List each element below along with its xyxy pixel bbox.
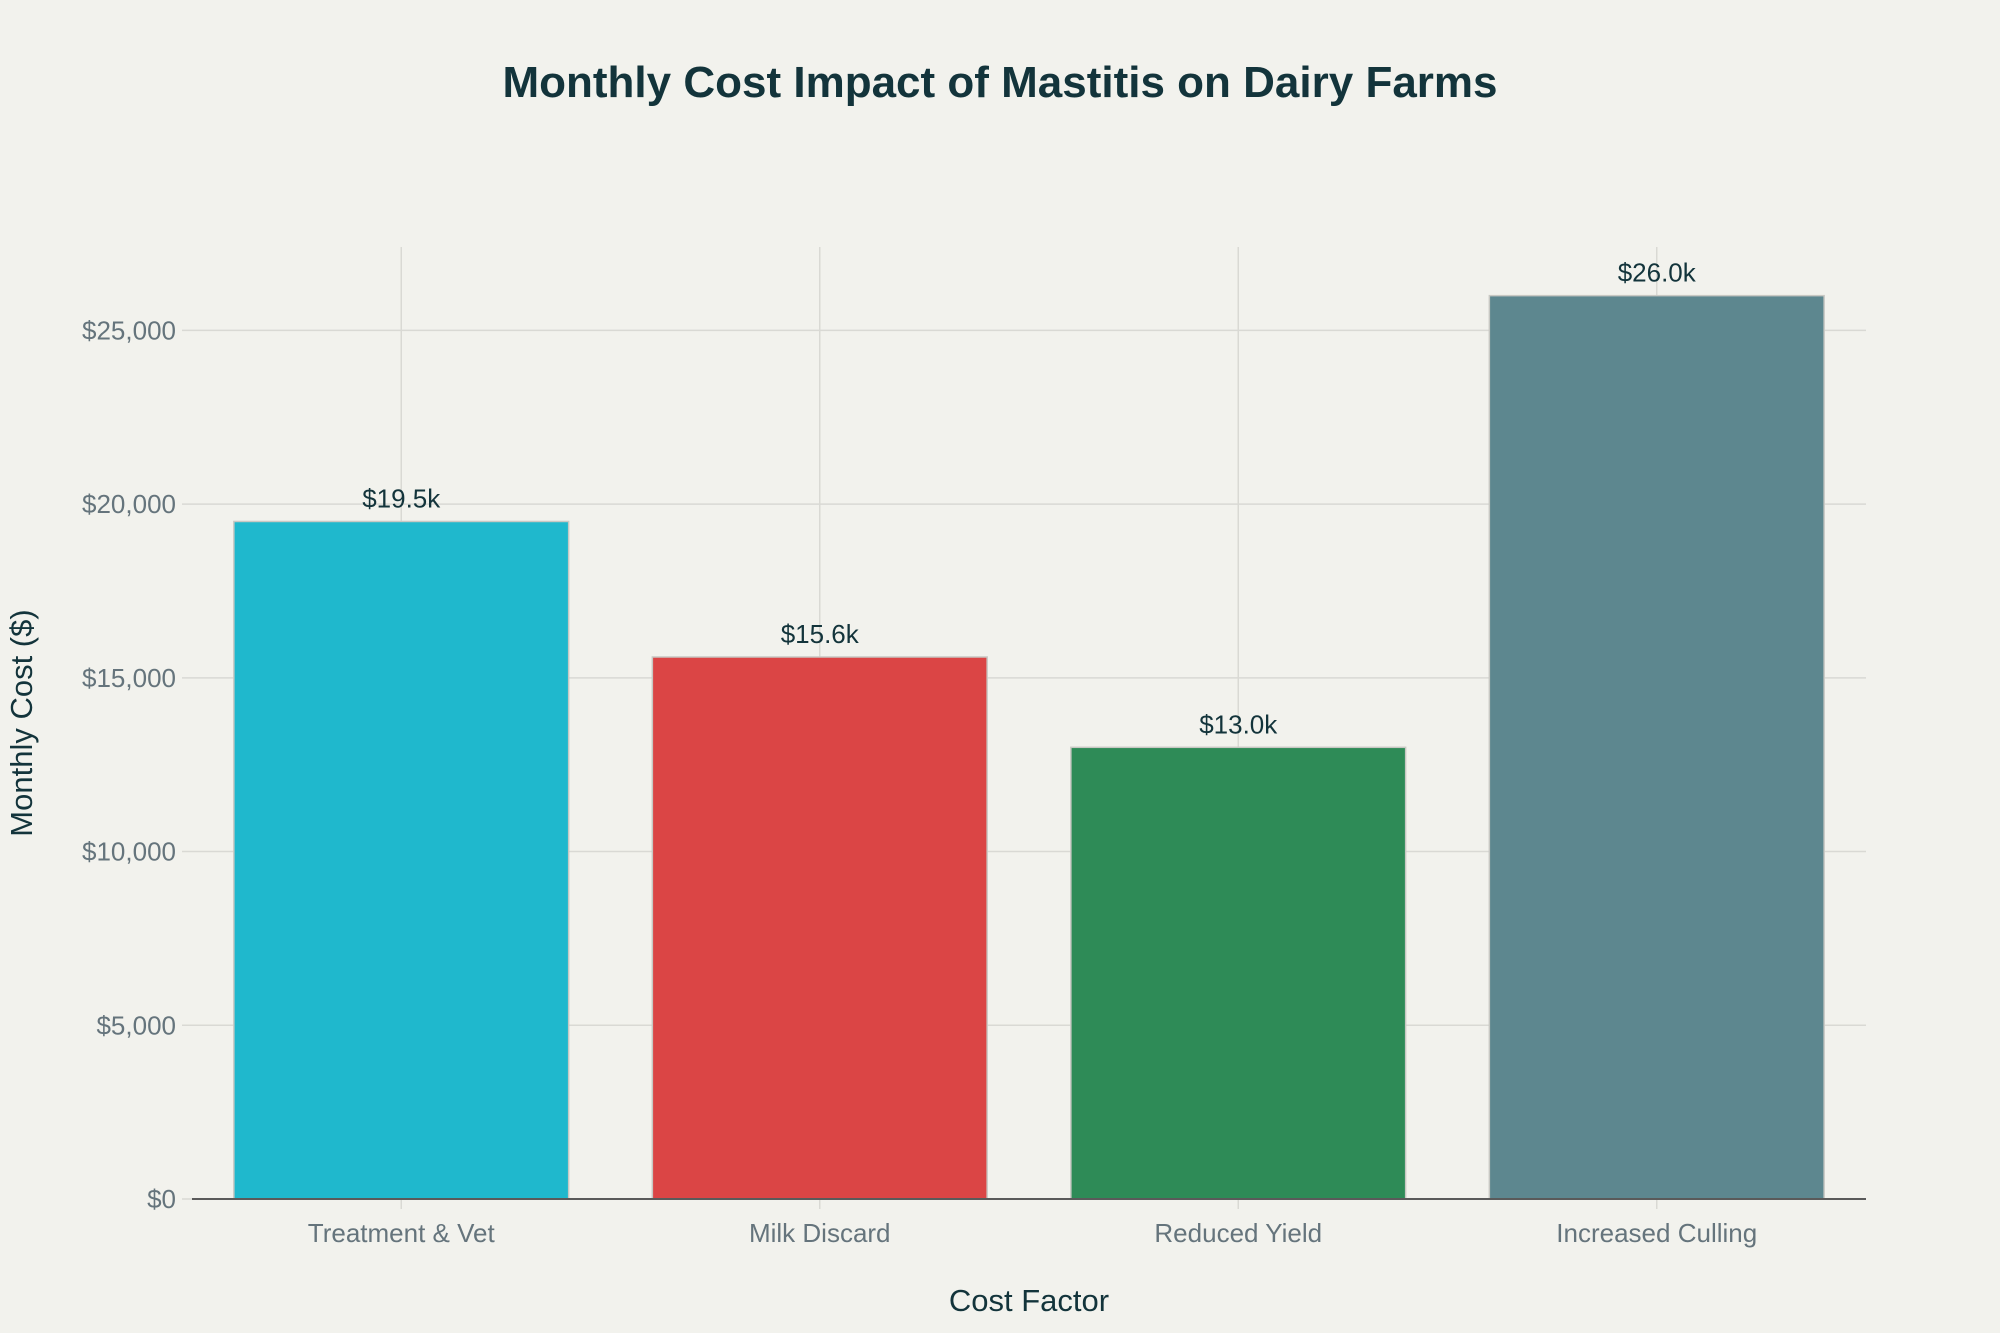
bar-increased-culling[interactable] (1488, 294, 1825, 1200)
x-axis-ticks: Treatment & Vet Milk Discard Reduced Yield… (308, 1218, 1757, 1248)
data-label: $13.0k (1199, 709, 1278, 739)
y-tick-label: $5,000 (96, 1010, 176, 1040)
y-tick-label: $15,000 (82, 663, 176, 693)
bars (233, 294, 1825, 1200)
y-tick-label: $20,000 (82, 489, 176, 519)
bar-treatment-vet[interactable] (233, 520, 570, 1200)
y-tick-label: $0 (147, 1184, 176, 1214)
x-tick-label: Treatment & Vet (308, 1218, 496, 1248)
data-label: $26.0k (1618, 258, 1697, 288)
x-axis-title: Cost Factor (949, 1283, 1109, 1318)
y-axis-ticks: $0 $5,000 $10,000 $15,000 $20,000 $25,000 (82, 315, 176, 1214)
y-axis-title: Monthly Cost ($) (4, 609, 39, 836)
bar-reduced-yield[interactable] (1070, 746, 1407, 1200)
data-label: $19.5k (362, 483, 441, 513)
x-tick-label: Reduced Yield (1154, 1218, 1322, 1248)
x-tick-label: Milk Discard (749, 1218, 891, 1248)
chart-title: Monthly Cost Impact of Mastitis on Dairy… (502, 58, 1497, 107)
x-tick-label: Increased Culling (1556, 1218, 1757, 1248)
data-labels: $19.5k $15.6k $13.0k $26.0k (362, 258, 1697, 740)
y-tick-label: $25,000 (82, 315, 176, 345)
data-label: $15.6k (781, 619, 860, 649)
bar-milk-discard[interactable] (651, 656, 988, 1200)
y-tick-label: $10,000 (82, 837, 176, 867)
